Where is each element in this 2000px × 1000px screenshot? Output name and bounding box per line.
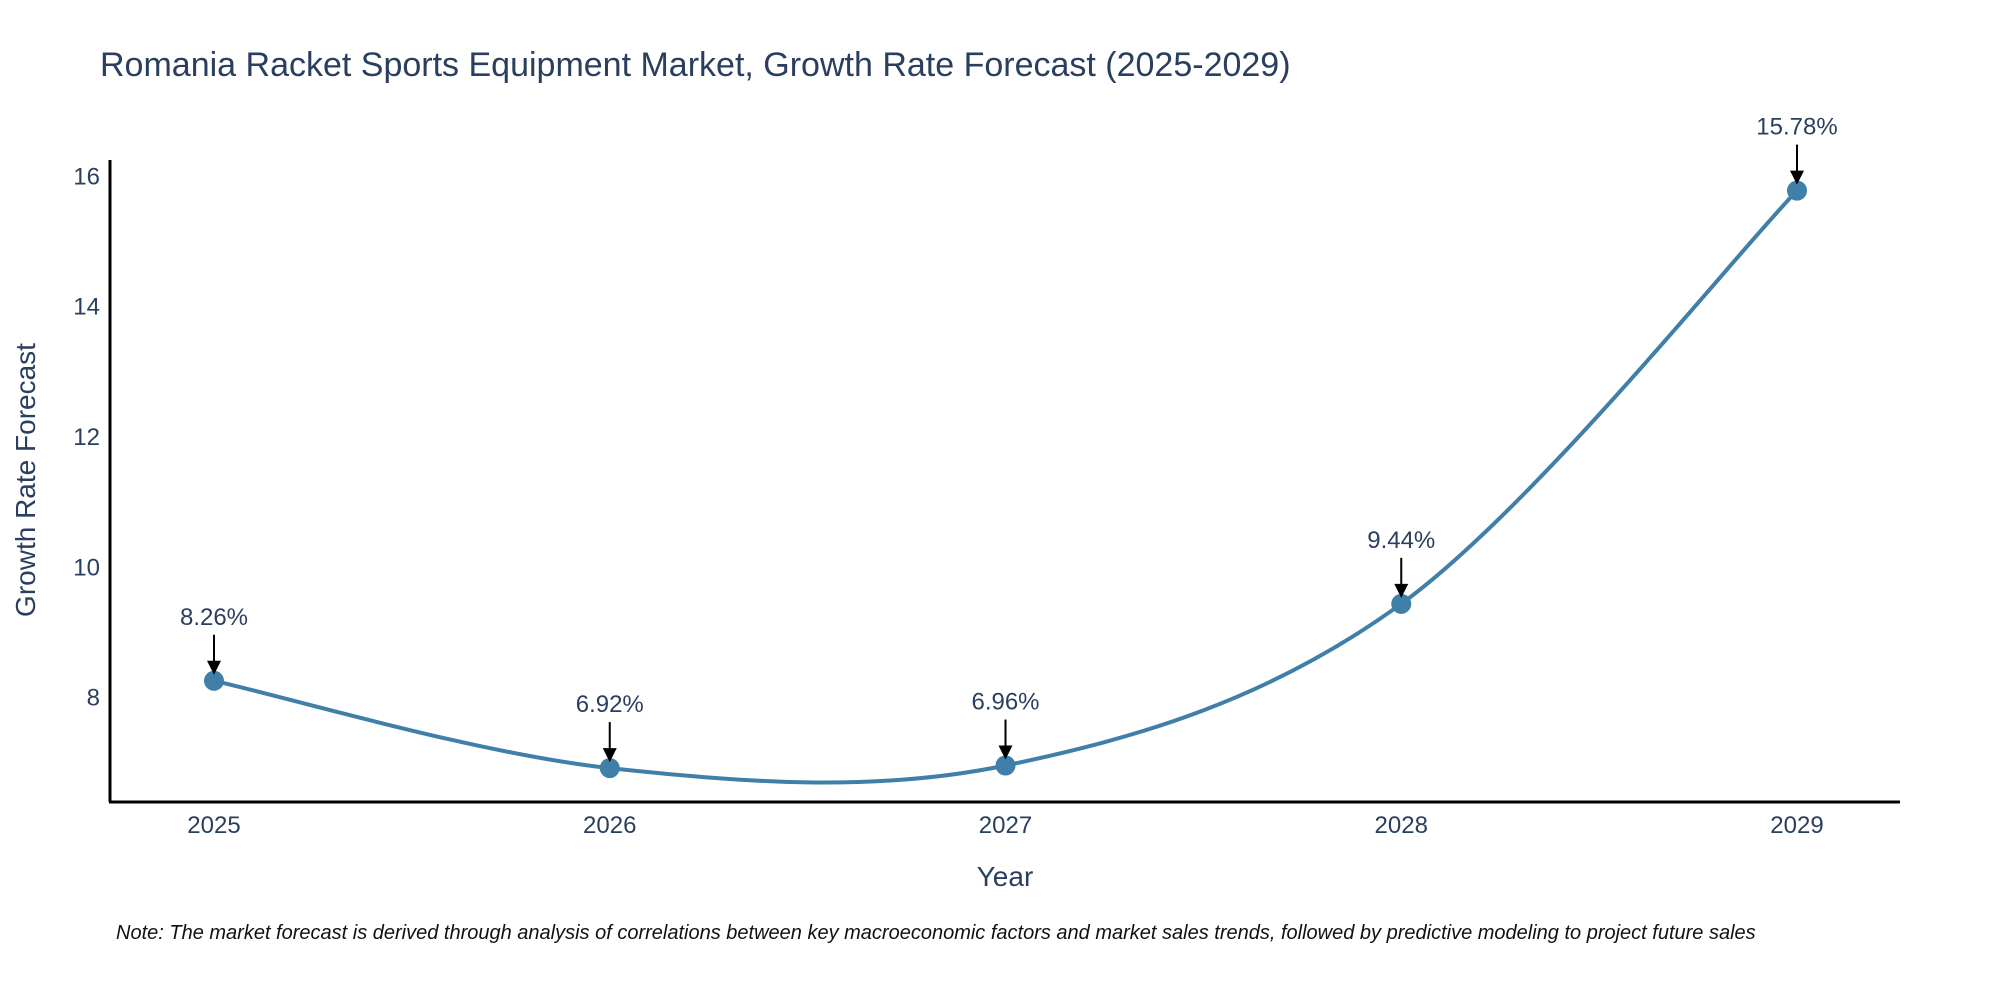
data-point-2026[interactable]	[599, 758, 620, 779]
data-point-2025[interactable]	[204, 670, 224, 691]
y-tick-labels: 8 10 12 14 16	[73, 163, 100, 711]
series-line	[213, 189, 1799, 785]
y-tick-label: 10	[73, 554, 100, 581]
data-label: 6.96%	[971, 689, 1039, 716]
data-label: 15.78%	[1756, 114, 1837, 141]
x-tick-labels: 2025 2026 2027 2028 2029	[187, 812, 1823, 839]
data-label: 9.44%	[1367, 527, 1435, 554]
data-label: 8.26%	[180, 604, 248, 631]
annotation-arrowhead	[207, 660, 221, 675]
x-tick-label: 2028	[1375, 812, 1428, 839]
data-label: 6.92%	[576, 691, 644, 718]
y-tick-label: 12	[73, 424, 100, 451]
y-axis-title: Growth Rate Forecast	[10, 343, 41, 617]
x-tick-label: 2025	[187, 812, 240, 839]
data-point-2028[interactable]	[1391, 593, 1412, 614]
x-axis-title: Year	[977, 861, 1034, 892]
annotation-arrowhead	[602, 748, 617, 763]
data-label-annotations: 8.26% 6.92% 6.96% 9.44% 15.78%	[180, 114, 1838, 763]
y-tick-label: 8	[87, 685, 100, 712]
annotation-arrowhead	[998, 745, 1013, 760]
data-point-2029[interactable]	[1787, 180, 1807, 201]
x-tick-label: 2026	[583, 812, 636, 839]
annotation-arrowhead	[1790, 170, 1804, 185]
x-tick-label: 2029	[1770, 812, 1823, 839]
y-tick-label: 16	[73, 163, 100, 190]
data-point-2027[interactable]	[995, 755, 1016, 776]
series-growth-rate	[204, 180, 1807, 785]
forecast-note: Note: The market forecast is derived thr…	[116, 922, 1756, 944]
annotation-arrowhead	[1394, 583, 1409, 598]
x-tick-label: 2027	[979, 812, 1032, 839]
y-tick-label: 14	[73, 294, 100, 321]
chart-title: Romania Racket Sports Equipment Market, …	[100, 46, 1291, 84]
